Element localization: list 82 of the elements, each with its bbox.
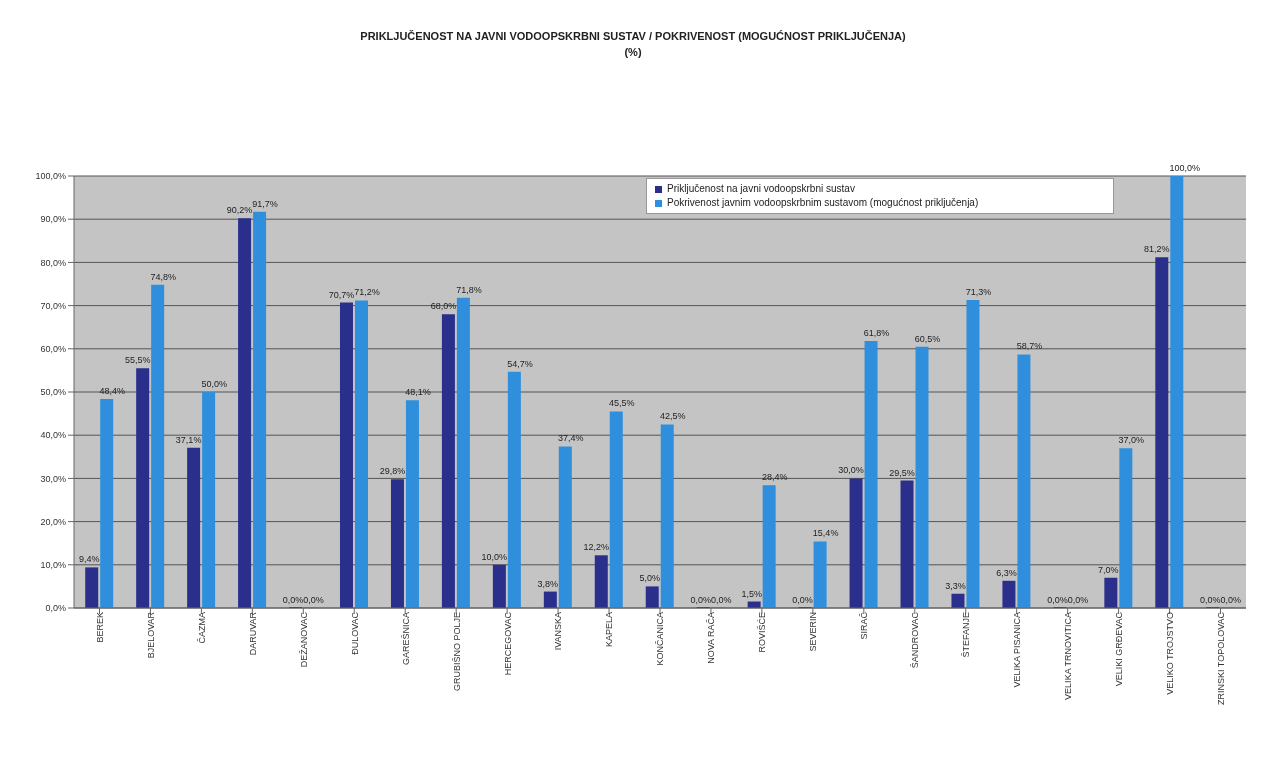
data-label: 3,3% [945,580,966,591]
data-label: 55,5% [124,355,151,366]
x-tick-label: ĐULOVAC [349,611,360,655]
x-tick-label: SEVERIN [808,612,819,652]
data-label: 61,8% [863,328,890,339]
data-label: 71,2% [354,287,380,298]
data-label: 91,7% [252,198,278,209]
data-label: 29,8% [379,466,406,477]
data-label: 42,5% [660,411,686,422]
y-tick-label: 50,0% [40,387,66,398]
data-label: 1,5% [741,588,762,599]
x-tick-label: DEŽANOVAC [298,611,309,668]
x-tick-label: VELIKO TROJSTVO [1164,612,1175,695]
data-label: 81,2% [1144,244,1170,255]
data-label: 71,8% [456,284,482,295]
x-tick-label: VELIKA TRNOVITICA [1063,612,1074,700]
data-label: 0,0% [282,595,304,605]
data-label: 48,4% [99,385,126,396]
x-tick-label: KONČANICA [655,612,666,666]
x-tick-label: DARUVAR [247,611,258,656]
y-tick-label: 0,0% [45,603,66,614]
data-label: 70,7% [328,289,355,300]
x-tick-label: ČAZMA [196,612,207,644]
data-label: 45,5% [609,398,635,409]
data-label: 6,3% [996,567,1017,578]
y-tick-label: 90,0% [40,214,66,225]
x-tick-label: VELIKI GRĐEVAC [1114,611,1124,687]
y-tick-label: 100,0% [35,171,66,182]
data-label: 10,0% [481,551,508,562]
data-label: 74,8% [150,271,176,282]
data-label: 0,0% [1200,595,1221,605]
data-label: 0,0% [303,595,324,605]
y-tick-label: 70,0% [40,300,66,311]
data-label: 60,5% [914,333,941,344]
x-tick-label: VELIKA PISANICA [1012,612,1023,688]
data-label: 100,0% [1169,163,1201,173]
y-tick-label: 40,0% [40,430,66,441]
data-label: 12,2% [583,542,610,553]
y-tick-label: 20,0% [40,516,66,527]
data-label: 9,4% [78,554,100,565]
y-tick-label: 30,0% [40,473,66,484]
x-tick-label: ŠTEFANJE [961,612,972,658]
x-tick-label: GAREŠNICA [400,612,411,666]
y-tick-label: 80,0% [40,257,66,268]
x-tick-label: SIRAČ [859,611,870,640]
x-tick-label: HERCEGOVAC [502,611,513,676]
data-label: 29,5% [889,467,915,478]
legend-label: Pokrivenost javnim vodoopskrbnim sustavom (mogućnost priključenja) [667,196,979,210]
chart-subtitle: (%) [623,46,643,58]
data-label: 0,0% [1220,595,1242,605]
x-tick-label: NOVA RAČA [706,612,717,664]
data-label: 0,0% [792,595,813,605]
x-tick-label: ŠANDROVAC [910,611,921,669]
data-label: 30,0% [838,465,864,476]
x-tick-label: BEREK [94,612,105,643]
data-label: 37,1% [175,434,202,445]
x-tick-label: BJELOVAR [145,611,156,659]
data-label: 58,7% [1016,341,1043,352]
chart-title: PRIKLJUČENOST NA JAVNI VODOOPSKRBNI SUSTAV / POKRIVENOST (MOGUĆNOST PRIKLJUČENJA) [359,30,907,42]
y-tick-label: 10,0% [40,559,66,570]
data-label: 0,0% [690,595,711,605]
x-tick-label: ZRINSKI TOPOLOVAC [1215,611,1226,706]
data-label: 71,3% [965,286,992,297]
x-tick-label: KAPELA [604,612,615,648]
data-label: 54,7% [507,358,533,369]
y-tick-label: 60,0% [40,343,66,354]
x-tick-label: IVANSKA [553,612,564,651]
data-label: 15,4% [812,528,839,539]
data-label: 48,1% [405,387,431,398]
data-label: 37,4% [558,433,584,444]
legend-label: Priključenost na javni vodoopskrbni sustav [667,182,855,196]
data-label: 50,0% [201,379,227,389]
data-label: 0,0% [1067,595,1089,605]
data-label: 3,8% [537,578,559,589]
x-tick-label: ROVIŠĆE [757,612,768,653]
data-label: 0,0% [1047,595,1068,605]
x-tick-label: GRUBIŠNO POLJE [451,612,462,692]
data-label: 90,2% [226,205,253,216]
data-label: 37,0% [1118,435,1145,446]
data-label: 0,0% [710,595,732,605]
data-label: 5,0% [639,573,660,584]
data-label: 7,0% [1098,564,1119,575]
